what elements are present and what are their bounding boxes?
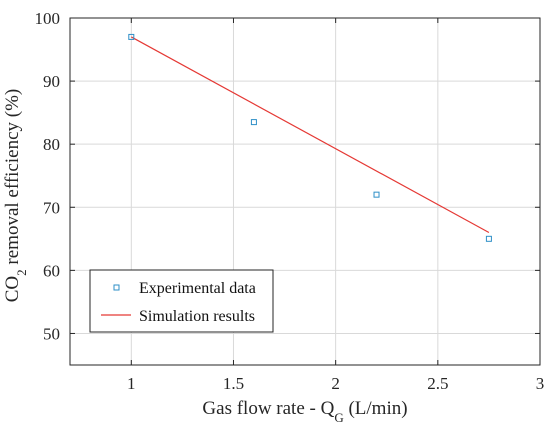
legend-item-experimental-data: Experimental data (113, 280, 256, 297)
legend-item-simulation-results: Simulation results (101, 308, 255, 325)
y-axis-label-tail: removal efficiency (%) (2, 89, 23, 270)
experimental-data-point (128, 33, 135, 40)
x-axis-label-unit: (L/min) (344, 398, 408, 419)
x-axis-label-main: Gas flow rate - Q (202, 398, 334, 419)
x-tick-label: 1.5 (223, 374, 244, 393)
y-tick-label: 70 (43, 198, 60, 217)
series-layer (128, 33, 492, 242)
x-tick-label: 2.5 (427, 374, 448, 393)
experimental-data-point (485, 235, 492, 242)
y-axis-label-main: CO (2, 276, 23, 302)
legend-label-experimental-data: Experimental data (139, 280, 256, 297)
experimental-data-point (250, 119, 257, 126)
x-tick-label: 1 (127, 374, 136, 393)
y-tick-label: 90 (43, 72, 60, 91)
y-axis-label: CO2 removal efficiency (%) (2, 89, 29, 303)
legend: Experimental data Simulation results (89, 269, 274, 333)
x-tick-label: 3 (536, 374, 545, 393)
tick-layer: 1 1.5 2 2.5 3 50 60 70 80 90 100 (35, 9, 545, 393)
x-tick-label: 2 (331, 374, 340, 393)
legend-label-simulation-results: Simulation results (139, 308, 255, 325)
x-axis-label: Gas flow rate - QG (L/min) (202, 398, 407, 425)
experimental-data-point (373, 191, 380, 198)
y-tick-label: 50 (43, 324, 60, 343)
y-axis-label-subscript: 2 (14, 269, 29, 276)
y-tick-label: 80 (43, 135, 60, 154)
legend-box (89, 269, 274, 333)
simulation-results-line (131, 36, 490, 234)
y-tick-label: 60 (43, 261, 60, 280)
plot-frame (69, 17, 541, 366)
y-tick-label: 100 (35, 9, 61, 28)
x-axis-label-subscript: G (334, 410, 343, 425)
legend-marker-experimental-data (113, 284, 120, 291)
